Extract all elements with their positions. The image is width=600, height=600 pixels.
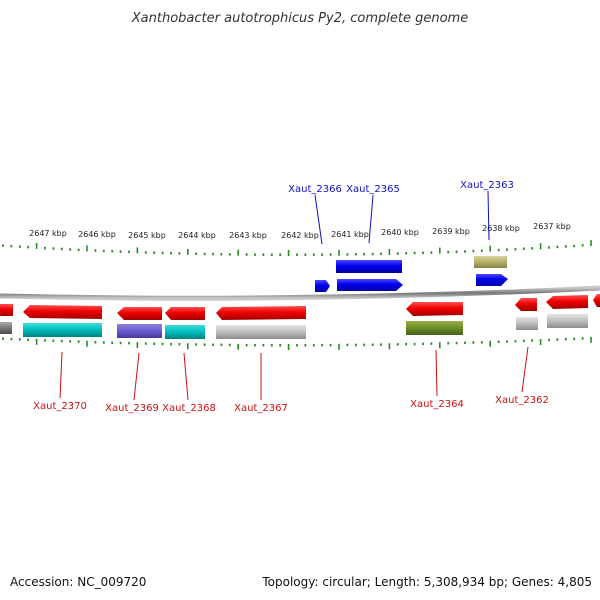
gene-xaut-2363[interactable] <box>476 274 508 286</box>
gene-xaut-2369-lower[interactable] <box>117 324 162 338</box>
gene-xaut-2367-lower[interactable] <box>216 325 306 339</box>
forward-strand-genes <box>315 256 508 292</box>
kbp-label: 2637 kbp <box>533 222 571 231</box>
kbp-label: 2640 kbp <box>381 228 419 237</box>
gene-left-edge[interactable] <box>0 304 13 316</box>
gene-label-xaut-2369[interactable]: Xaut_2369 <box>105 403 159 414</box>
gene-xaut-2364[interactable] <box>406 302 463 316</box>
gene-xaut-2366[interactable] <box>315 280 330 292</box>
accession-text: Accession: NC_009720 <box>10 575 147 589</box>
gene-xaut-2362[interactable] <box>515 298 537 311</box>
gene-right-a-lower[interactable] <box>547 314 588 328</box>
leader-xaut-2366 <box>314 194 323 245</box>
gene-xaut-2365[interactable] <box>337 279 403 291</box>
gene-label-xaut-2370[interactable]: Xaut_2370 <box>33 401 87 412</box>
leader-xaut-2368 <box>183 352 189 401</box>
gene-label-xaut-2368[interactable]: Xaut_2368 <box>162 403 216 414</box>
gene-label-xaut-2364[interactable]: Xaut_2364 <box>410 399 464 410</box>
kbp-label: 2643 kbp <box>229 231 267 240</box>
lower-tick-row <box>2 336 592 350</box>
kbp-label: 2646 kbp <box>78 230 116 239</box>
gene-label-xaut-2365[interactable]: Xaut_2365 <box>346 184 400 195</box>
gene-xaut-2365-upper[interactable] <box>336 260 402 273</box>
leader-xaut-2369 <box>133 352 140 401</box>
gene-xaut-2367[interactable] <box>216 306 306 320</box>
gene-labels: Xaut_2366 Xaut_2365 Xaut_2363 Xaut_2370 … <box>33 180 549 414</box>
gene-xaut-2368[interactable] <box>165 307 205 320</box>
gene-xaut-2369[interactable] <box>117 307 162 320</box>
leader-xaut-2362 <box>521 346 529 393</box>
gene-label-xaut-2363[interactable]: Xaut_2363 <box>460 180 514 191</box>
leader-xaut-2363 <box>487 190 490 241</box>
upper-tick-row <box>2 240 592 256</box>
genome-summary: Topology: circular; Length: 5,308,934 bp… <box>262 575 592 589</box>
reverse-strand-genes <box>0 294 600 339</box>
gene-leader-lines <box>59 190 529 401</box>
gene-xaut-2370-lower[interactable] <box>23 323 102 337</box>
gene-xaut-2362-lower[interactable] <box>516 317 538 330</box>
gene-label-xaut-2362[interactable]: Xaut_2362 <box>495 395 549 406</box>
kbp-scale: 2647 kbp 2646 kbp 2645 kbp 2644 kbp 2643… <box>29 222 571 240</box>
kbp-label: 2639 kbp <box>432 227 470 236</box>
map-title: Xanthobacter autotrophicus Py2, complete… <box>131 11 468 26</box>
gene-xaut-2364-lower[interactable] <box>406 321 463 335</box>
gene-xaut-2368-lower[interactable] <box>165 325 205 339</box>
gene-label-xaut-2367[interactable]: Xaut_2367 <box>234 403 288 414</box>
kbp-label: 2638 kbp <box>482 224 520 233</box>
kbp-label: 2647 kbp <box>29 229 67 238</box>
kbp-label: 2641 kbp <box>331 230 369 239</box>
gene-xaut-2370[interactable] <box>23 305 102 319</box>
kbp-label: 2642 kbp <box>281 231 319 240</box>
gene-right-a[interactable] <box>546 295 588 309</box>
leader-xaut-2365 <box>368 194 374 244</box>
leader-xaut-2370 <box>59 351 63 399</box>
gene-right-edge[interactable] <box>593 294 600 307</box>
genome-backbone <box>0 285 600 301</box>
gene-label-xaut-2366[interactable]: Xaut_2366 <box>288 184 342 195</box>
gene-left-edge-lower[interactable] <box>0 322 12 334</box>
leader-xaut-2364 <box>435 349 438 397</box>
kbp-label: 2645 kbp <box>128 231 166 240</box>
kbp-label: 2644 kbp <box>178 231 216 240</box>
gene-xaut-2363-upper[interactable] <box>474 256 507 268</box>
